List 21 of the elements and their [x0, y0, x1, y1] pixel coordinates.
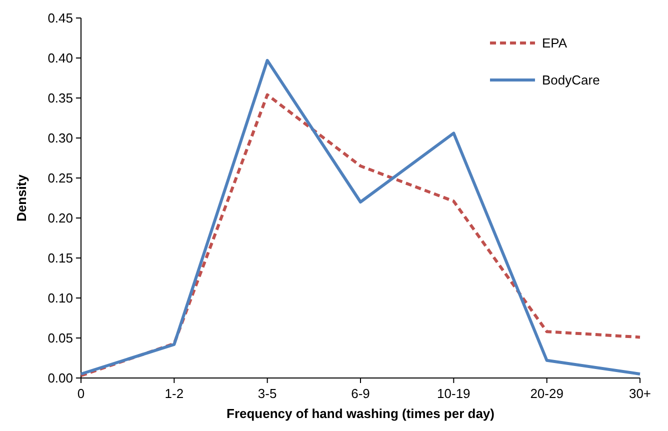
x-axis-title: Frequency of hand washing (times per day): [226, 406, 494, 421]
x-tick-label: 20-29: [530, 386, 564, 401]
y-tick-label: 0.40: [48, 50, 73, 66]
y-tick-label: 0.25: [48, 170, 73, 186]
y-tick-label: 0.15: [48, 250, 73, 266]
x-tick-label: 3-5: [258, 386, 277, 401]
x-tick-label: 6-9: [351, 386, 370, 401]
legend-label: BodyCare: [542, 72, 600, 88]
y-tick-label: 0.00: [48, 370, 73, 386]
y-tick-label: 0.35: [48, 90, 73, 106]
x-tick-label: 0: [77, 386, 85, 401]
x-tick-label: 30+: [628, 386, 652, 401]
y-tick-label: 0.20: [48, 210, 73, 226]
y-tick-label: 0.45: [48, 10, 73, 26]
y-tick-label: 0.30: [48, 130, 73, 146]
x-tick-label: 10-19: [437, 386, 470, 401]
legend-label: EPA: [542, 36, 568, 51]
y-axis-title: Density: [14, 174, 29, 222]
y-tick-label: 0.10: [48, 290, 73, 306]
y-tick-label: 0.05: [48, 330, 73, 346]
x-tick-label: 1-2: [164, 386, 184, 401]
